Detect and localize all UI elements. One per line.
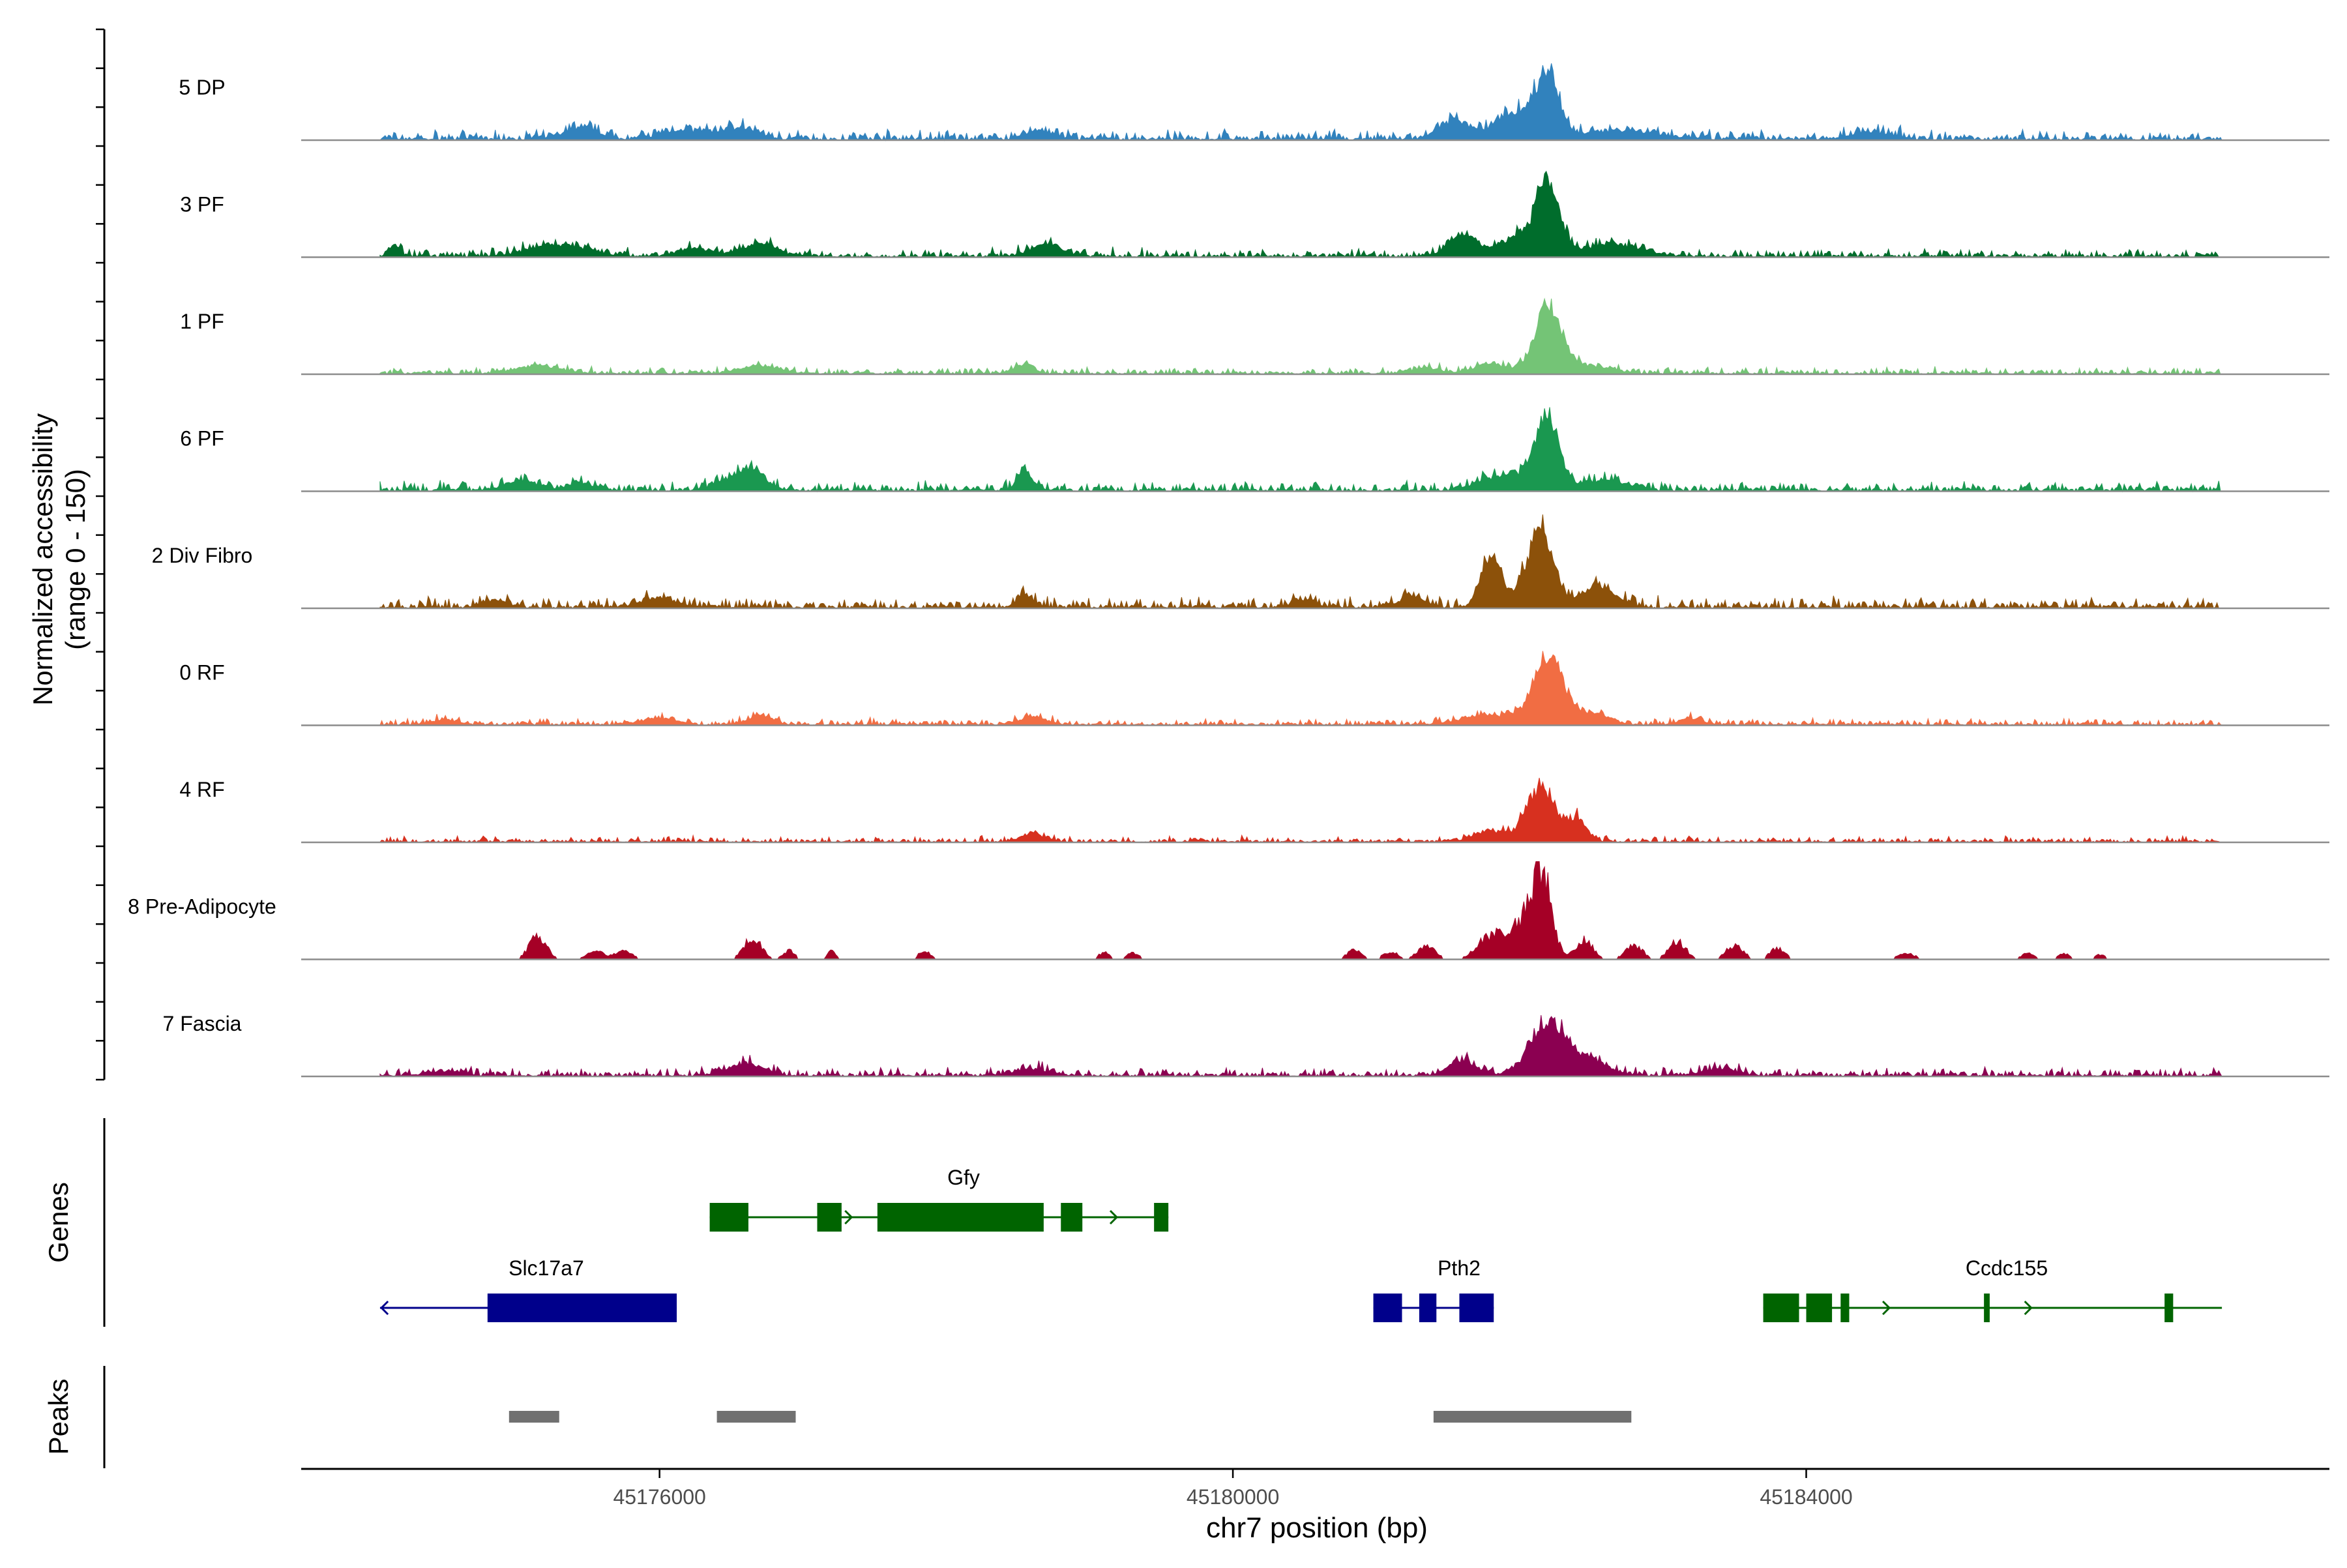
y-axis-label: Normalized accessibility — [27, 413, 58, 705]
track-area — [379, 297, 2222, 376]
gene-exon — [1459, 1294, 1494, 1322]
gene-ccdc155: Ccdc155 — [1763, 1256, 2222, 1322]
peaks-track-label: Peaks — [43, 1379, 74, 1455]
track-8-pre-adipocyte: 8 Pre-Adipocyte — [128, 861, 2329, 960]
track-label: 7 Fascia — [163, 1012, 242, 1035]
track-label: 4 RF — [179, 778, 224, 801]
gene-exon — [1061, 1203, 1083, 1232]
track-area — [379, 778, 2222, 844]
gene-exon — [2164, 1294, 2174, 1322]
track-label: 8 Pre-Adipocyte — [128, 895, 276, 919]
track-area — [379, 63, 2222, 141]
x-axis-label: chr7 position (bp) — [1206, 1512, 1428, 1544]
track-label: 2 Div Fibro — [152, 544, 253, 567]
x-tick-label: 45184000 — [1760, 1485, 1852, 1509]
gene-exon — [1154, 1203, 1169, 1232]
track-label: 3 PF — [180, 193, 224, 216]
track-6-pf: 6 PF — [180, 407, 2329, 493]
track-4-rf: 4 RF — [179, 778, 2329, 844]
track-label: 6 PF — [180, 427, 224, 451]
strand-arrow — [1882, 1300, 1891, 1316]
gene-exon — [487, 1294, 677, 1322]
strand-arrow — [379, 1300, 389, 1316]
peak-track — [509, 1411, 1632, 1423]
peak-region — [716, 1411, 796, 1423]
track-label: 1 PF — [180, 310, 224, 333]
gene-label: Slc17a7 — [509, 1256, 584, 1280]
gene-label: Pth2 — [1438, 1256, 1481, 1280]
gene-exon — [1763, 1294, 1799, 1322]
gene-track: Gfy Slc17a7 Pth2 Ccdc155 — [379, 1166, 2222, 1322]
gene-exon — [709, 1203, 748, 1232]
track-3-pf: 3 PF — [180, 170, 2329, 258]
x-tick-label: 45176000 — [613, 1485, 705, 1509]
track-label: 0 RF — [179, 661, 224, 685]
gene-label: Gfy — [947, 1166, 980, 1189]
gene-slc17a7: Slc17a7 — [379, 1256, 677, 1322]
strand-arrow — [2024, 1300, 2033, 1316]
gene-label: Ccdc155 — [1966, 1256, 2048, 1280]
track-area — [379, 861, 2222, 960]
genes-track-label: Genes — [43, 1182, 74, 1263]
track-label: 5 DP — [179, 76, 225, 99]
track-2-div-fibro: 2 Div Fibro — [152, 514, 2329, 610]
axes: 45176000 45180000 45184000 — [96, 28, 2329, 1509]
x-tick-label: 45180000 — [1187, 1485, 1279, 1509]
gene-exon — [1840, 1294, 1850, 1322]
gene-gfy: Gfy — [709, 1166, 1169, 1232]
track-5-dp: 5 DP — [179, 63, 2329, 141]
track-area — [379, 514, 2222, 610]
track-7-fascia: 7 Fascia — [163, 1012, 2329, 1078]
gene-pth2: Pth2 — [1373, 1256, 1494, 1322]
gene-exon — [1806, 1294, 1833, 1322]
gene-exon — [1373, 1294, 1402, 1322]
gene-exon — [877, 1203, 1044, 1232]
coverage-tracks: 5 DP 3 PF 1 PF 6 PF 2 Div Fibro 0 RF 4 RF 8 Pre… — [128, 63, 2329, 1078]
track-area — [379, 1014, 2222, 1078]
track-0-rf: 0 RF — [179, 651, 2329, 726]
track-area — [379, 651, 2223, 726]
track-area — [379, 407, 2222, 493]
track-1-pf: 1 PF — [180, 297, 2329, 376]
gene-exon — [817, 1203, 842, 1232]
gene-exon — [1984, 1294, 1990, 1322]
track-area — [379, 170, 2222, 258]
y-axis-sublabel: (range 0 - 150) — [60, 469, 91, 650]
strand-arrow — [844, 1209, 853, 1225]
peak-region — [1433, 1411, 1632, 1423]
peak-region — [509, 1411, 559, 1423]
strand-arrow — [1109, 1209, 1119, 1225]
gene-exon — [1419, 1294, 1437, 1322]
